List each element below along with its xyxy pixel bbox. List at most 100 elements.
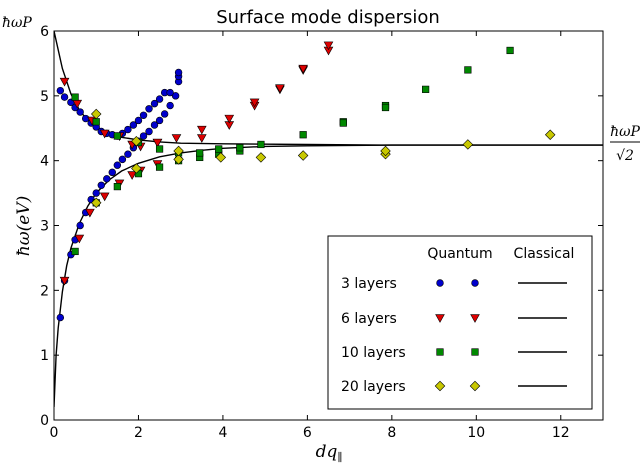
y-tick-label: 2	[40, 283, 49, 299]
data-point-circle	[145, 105, 153, 113]
data-point-triangle	[99, 129, 110, 139]
data-point-circle	[134, 116, 143, 125]
data-point-square	[381, 103, 390, 112]
data-point-circle	[174, 68, 183, 77]
legend-marker-circle	[436, 279, 444, 287]
data-point-triangle	[275, 84, 285, 93]
x-tick-label: 6	[303, 425, 312, 441]
plasma-asymptote-annotation: ħωP √2	[610, 124, 641, 164]
data-point-diamond	[255, 152, 267, 163]
data-point-circle	[145, 127, 153, 136]
data-point-triangle	[298, 64, 308, 74]
y-axis-ticks: 0 1 2 3 4 5 6 ħωP	[2, 15, 603, 429]
legend-label: 3 layers	[341, 276, 397, 292]
y-tick-label: 5	[40, 89, 49, 105]
legend-marker-diamond	[469, 380, 481, 392]
data-point-diamond	[91, 197, 102, 209]
data-point-circle	[171, 92, 180, 100]
data-point-circle	[97, 181, 105, 190]
data-point-square	[71, 93, 79, 101]
legend-label: 10 layers	[341, 345, 406, 361]
data-point-circle	[166, 88, 174, 97]
series-10-layers	[71, 46, 514, 256]
y-axis-label: ħω(eV)	[14, 196, 34, 256]
legend-box	[327, 235, 593, 410]
data-point-circle	[92, 189, 100, 197]
x-tick-label: 12	[552, 425, 570, 441]
data-point-circle	[139, 111, 148, 119]
data-point-square	[506, 46, 514, 55]
data-point-triangle	[99, 192, 110, 202]
legend-row: 10 layers	[341, 345, 567, 361]
y-tick-label: 6	[40, 24, 49, 40]
data-point-square	[92, 118, 100, 126]
y-tick-label: 0	[40, 413, 49, 429]
legend-row: 3 layers	[341, 276, 567, 292]
data-point-diamond	[297, 150, 309, 161]
data-point-triangle	[323, 41, 334, 51]
data-point-circle	[155, 116, 164, 125]
legend-marker-diamond	[434, 380, 446, 392]
y-tick-label: 1	[40, 348, 49, 364]
data-point-circle	[155, 95, 164, 103]
data-point-square	[71, 247, 79, 256]
data-point-diamond	[215, 152, 227, 163]
x-tick-label: 0	[50, 425, 59, 441]
data-point-square	[113, 183, 121, 191]
data-point-circle	[124, 150, 132, 158]
data-point-square	[464, 66, 472, 74]
legend-marker-square	[471, 348, 479, 356]
data-points	[56, 41, 556, 322]
asymptote-denominator: √2	[616, 148, 634, 164]
data-point-triangle	[196, 134, 207, 143]
asymptote-numerator: ħωP	[610, 124, 640, 140]
x-axis-label: dq∥	[316, 442, 343, 464]
data-point-circle	[76, 108, 84, 116]
x-tick-label: 8	[387, 425, 396, 441]
data-point-triangle	[224, 114, 235, 124]
data-point-square	[422, 85, 430, 93]
data-point-circle	[129, 121, 138, 129]
data-point-diamond	[544, 129, 556, 140]
data-point-circle	[139, 132, 148, 140]
data-point-square	[299, 131, 307, 139]
data-point-square	[113, 132, 121, 140]
legend-header-classical: Classical	[514, 246, 575, 262]
data-point-square	[196, 149, 204, 157]
data-point-diamond	[462, 139, 474, 150]
data-point-circle	[118, 155, 127, 164]
legend: Quantum Classical 3 layers 6 layers 10 lay…	[327, 235, 593, 410]
x-tick-label: 10	[467, 425, 485, 441]
data-point-circle	[81, 114, 90, 123]
chart-title: Surface mode dispersion	[216, 7, 440, 28]
data-point-circle	[103, 175, 111, 183]
data-point-square	[339, 119, 347, 127]
data-point-triangle	[85, 208, 95, 218]
legend-marker-circle	[471, 279, 479, 287]
data-point-triangle	[196, 125, 207, 135]
x-tick-label: 2	[134, 425, 143, 441]
data-point-circle	[56, 86, 65, 95]
data-point-circle	[166, 101, 174, 110]
data-point-triangle	[171, 134, 182, 143]
data-point-square	[155, 145, 164, 153]
data-point-square	[236, 144, 244, 152]
data-point-diamond	[131, 135, 142, 147]
data-point-triangle	[59, 276, 70, 286]
data-point-diamond	[173, 154, 184, 165]
data-point-triangle	[152, 138, 163, 148]
legend-label: 6 layers	[341, 311, 397, 327]
y-tick-label: 4	[40, 154, 49, 170]
series-20-layers	[91, 108, 556, 209]
legend-row: 20 layers	[341, 379, 567, 395]
data-point-circle	[160, 110, 169, 118]
data-point-circle	[108, 168, 116, 177]
data-point-circle	[150, 121, 159, 129]
y-tick-plasma-label: ħωP	[2, 15, 32, 31]
data-point-diamond	[131, 163, 142, 174]
series-6-layers	[59, 41, 334, 286]
data-point-diamond	[91, 108, 102, 120]
data-point-circle	[150, 99, 159, 108]
series-3-layers	[56, 68, 183, 322]
